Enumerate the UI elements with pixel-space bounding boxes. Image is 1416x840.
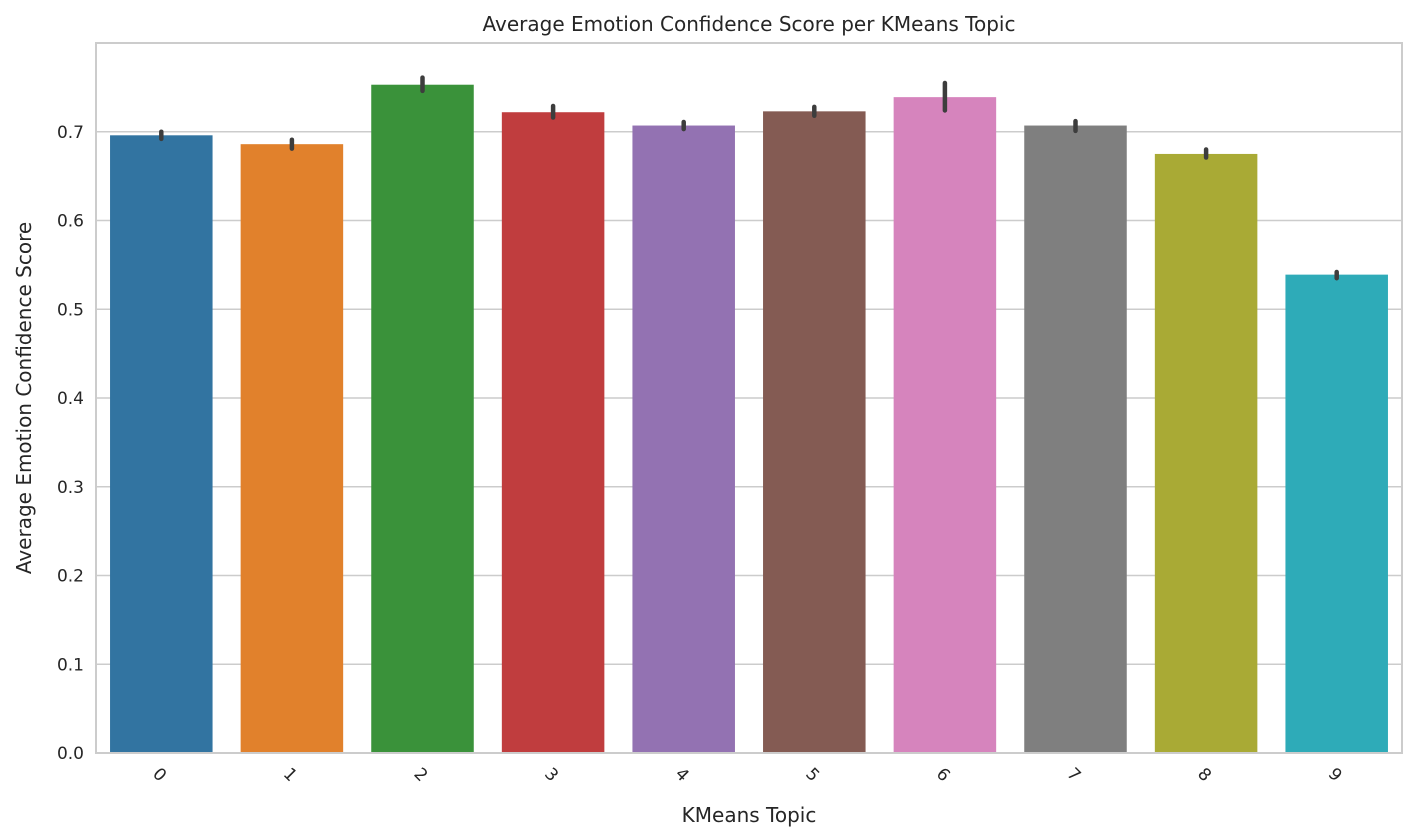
bar-topic-1	[240, 144, 344, 754]
y-tick-label: 0.5	[57, 300, 84, 320]
bar-topic-8	[1154, 153, 1258, 753]
x-tick-label: 2	[410, 764, 432, 786]
error-bars	[159, 75, 1339, 281]
y-tick-label: 0.2	[57, 567, 84, 587]
x-tick-labels: 0 1 2 3 4 5 6 7 8 9	[148, 764, 1345, 786]
x-tick-label: 7	[1063, 764, 1085, 786]
bar-topic-3	[501, 112, 605, 754]
bar-topic-9	[1285, 274, 1388, 753]
x-tick-label: 1	[279, 764, 301, 786]
bar-topic-6	[893, 97, 997, 753]
y-tick-labels: 0.0 0.1 0.2 0.3 0.4 0.5 0.6 0.7	[57, 123, 84, 764]
bars	[110, 84, 1388, 754]
x-tick-label: 3	[540, 764, 562, 786]
y-tick-label: 0.6	[57, 212, 84, 232]
bar-topic-5	[763, 111, 866, 753]
x-tick-label: 8	[1193, 764, 1215, 786]
y-tick-label: 0.3	[57, 478, 84, 498]
y-tick-label: 0.7	[57, 123, 84, 143]
x-tick-label: 0	[148, 764, 170, 786]
y-tick-label: 0.4	[57, 389, 84, 409]
bar-topic-2	[371, 84, 474, 753]
y-axis-label: Average Emotion Confidence Score	[12, 222, 36, 574]
x-tick-label: 6	[932, 764, 954, 786]
x-tick-label: 9	[1324, 764, 1346, 786]
x-axis-label: KMeans Topic	[682, 803, 817, 827]
bar-topic-7	[1024, 125, 1127, 754]
y-tick-label: 0.0	[57, 744, 84, 764]
chart-title: Average Emotion Confidence Score per KMe…	[483, 12, 1016, 36]
y-tick-label: 0.1	[57, 655, 84, 675]
bar-topic-4	[632, 125, 735, 754]
plot-frame	[95, 42, 1403, 754]
x-tick-label: 5	[801, 764, 823, 786]
x-tick-label: 4	[671, 764, 693, 786]
bar-topic-0	[110, 135, 213, 754]
